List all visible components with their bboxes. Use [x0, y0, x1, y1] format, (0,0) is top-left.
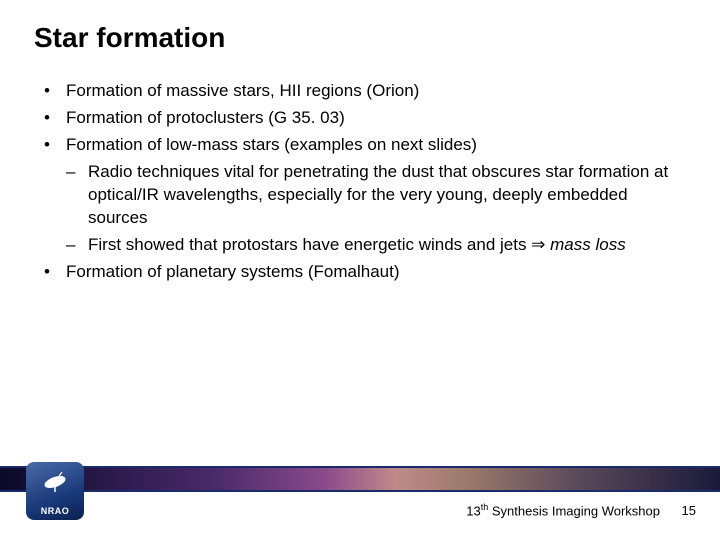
bullet-text: Formation of protoclusters (G 35. 03)	[66, 107, 680, 130]
slide: Star formation • Formation of massive st…	[0, 0, 720, 540]
bullet-text: Formation of low-mass stars (examples on…	[66, 134, 680, 157]
bullet-item: • Formation of planetary systems (Fomalh…	[44, 261, 680, 284]
footer-band	[0, 466, 720, 492]
bullet-dot-icon: •	[44, 134, 66, 157]
bullet-item: • Formation of protoclusters (G 35. 03)	[44, 107, 680, 130]
bullet-dot-icon: •	[44, 107, 66, 130]
arrow-icon: ⇒	[531, 235, 545, 254]
bullet-item: • Formation of low-mass stars (examples …	[44, 134, 680, 157]
sub-bullet-text: Radio techniques vital for penetrating t…	[88, 161, 680, 230]
slide-title: Star formation	[34, 22, 225, 54]
bullet-text: Formation of planetary systems (Fomalhau…	[66, 261, 680, 284]
text-fragment: First showed that protostars have energe…	[88, 235, 531, 254]
footer-text: 13th Synthesis Imaging Workshop	[466, 502, 660, 518]
sub-bullet-item: – Radio techniques vital for penetrating…	[66, 161, 680, 230]
nrao-logo: NRAO	[26, 462, 84, 520]
logo-text: NRAO	[26, 506, 84, 516]
bullet-item: • Formation of massive stars, HII region…	[44, 80, 680, 103]
dash-icon: –	[66, 234, 88, 257]
footer-num: 13	[466, 503, 480, 518]
slide-content: • Formation of massive stars, HII region…	[44, 80, 680, 288]
bullet-dot-icon: •	[44, 80, 66, 103]
dish-icon	[40, 470, 70, 492]
bullet-dot-icon: •	[44, 261, 66, 284]
footer-rest: Synthesis Imaging Workshop	[488, 503, 660, 518]
bullet-text: Formation of massive stars, HII regions …	[66, 80, 680, 103]
page-number: 15	[682, 503, 696, 518]
dash-icon: –	[66, 161, 88, 230]
sub-bullet-text: First showed that protostars have energe…	[88, 234, 680, 257]
sub-bullet-item: – First showed that protostars have ener…	[66, 234, 680, 257]
text-fragment-italic: mass loss	[545, 235, 625, 254]
